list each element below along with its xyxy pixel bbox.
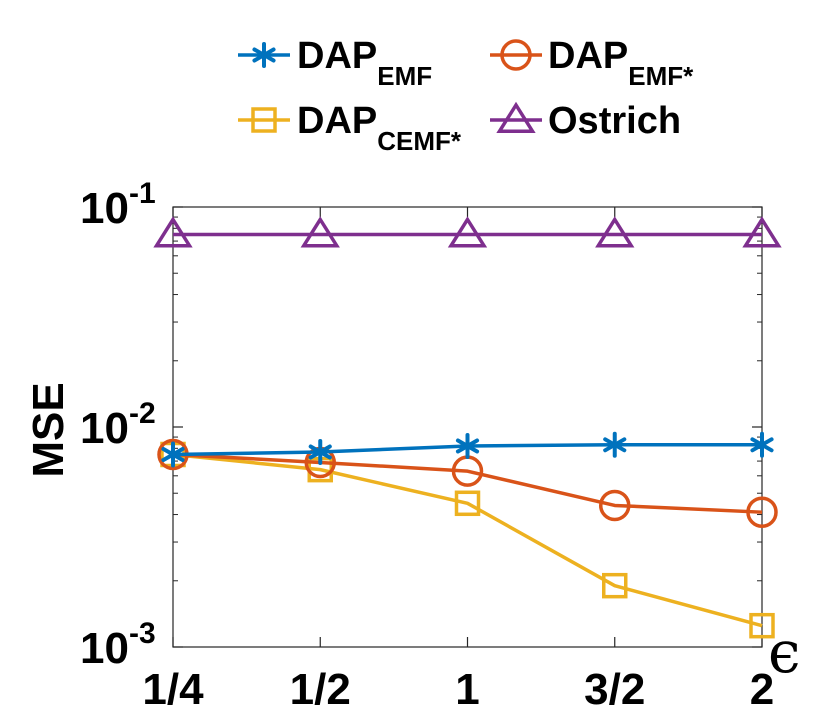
x-tick-label: 1 [455, 665, 479, 712]
data-point [300, 216, 340, 248]
asterisk-stroke [308, 444, 332, 460]
x-tick-label: 1/2 [290, 665, 351, 712]
x-tick-label: 2 [750, 665, 774, 712]
x-tick-label: 3/2 [584, 665, 645, 712]
legend-label: DAPCEMF* [297, 100, 462, 156]
asterisk-stroke [603, 437, 627, 453]
legend-marker [496, 101, 536, 133]
legend-entry-triangle: Ostrich [490, 100, 681, 142]
data-point [599, 489, 631, 522]
legend-label: Ostrich [548, 100, 681, 142]
asterisk-stroke [455, 438, 480, 454]
y-tick-label: 10-3 [80, 617, 156, 673]
plot-frame [172, 206, 763, 648]
data-point [153, 216, 193, 248]
y-tick-label: 10-1 [80, 177, 156, 233]
series-asterisk [161, 431, 774, 468]
series-triangle [153, 216, 782, 248]
asterisk-stroke [161, 446, 185, 462]
asterisk-stroke [252, 47, 276, 63]
data-point [455, 432, 480, 459]
y-axis-label: MSE [24, 382, 73, 477]
data-point [595, 216, 635, 248]
x-tick-label: 1/4 [142, 665, 204, 712]
data-point [742, 216, 782, 248]
series-group [153, 216, 782, 639]
x-axis-label: ϵ [768, 618, 800, 686]
legend-entry-asterisk: DAPEMF [238, 35, 432, 91]
legend-label: DAPEMF* [548, 35, 694, 91]
data-point [602, 572, 628, 599]
legend: DAPEMF DAPEMF* DAPCEMF* Ostrich [238, 35, 694, 156]
asterisk-stroke [750, 437, 774, 453]
data-point [603, 431, 627, 458]
legend-marker [500, 39, 532, 71]
y-tick-label: 10-2 [80, 397, 156, 453]
tick-labels: 1/4 1/2 1 3/2 2 10-3 10-2 10-1 [80, 177, 774, 712]
legend-entry-circle: DAPEMF* [490, 35, 694, 91]
data-point [447, 216, 488, 248]
data-point [308, 438, 332, 465]
series-line [172, 452, 763, 628]
data-point [161, 441, 185, 468]
data-point [746, 496, 778, 528]
data-point [454, 490, 481, 517]
axes [172, 206, 763, 648]
series-line [172, 452, 763, 514]
legend-marker [251, 107, 277, 133]
legend-entry-square: DAPCEMF* [238, 100, 462, 156]
data-point [750, 431, 774, 458]
series-circle [157, 438, 778, 528]
legend-label: DAPEMF [297, 35, 432, 91]
legend-marker [252, 42, 276, 68]
data-point [749, 612, 775, 639]
